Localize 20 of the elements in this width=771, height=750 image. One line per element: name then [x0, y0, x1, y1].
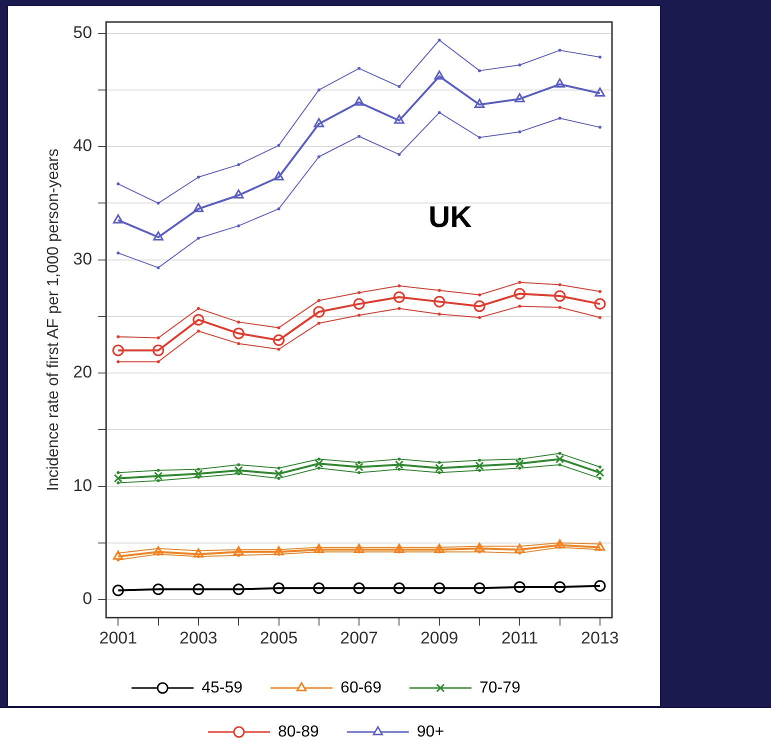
- x-tick-label: 2005: [260, 628, 298, 648]
- legend-label: 60-69: [340, 679, 382, 696]
- x-tick-label: 2013: [581, 628, 619, 648]
- y-tick-label: 10: [73, 476, 92, 495]
- x-tick-label: 2003: [180, 628, 218, 648]
- legend-label: 45-59: [202, 679, 243, 696]
- x-tick-label: 2009: [420, 628, 458, 648]
- x-tick-label: 2007: [340, 628, 378, 648]
- y-tick-label: 20: [73, 362, 92, 382]
- x-tick-label: 2001: [99, 628, 138, 648]
- legend-label: 70-79: [479, 679, 520, 696]
- y-tick-label: 30: [73, 249, 92, 268]
- annotation: UK: [428, 200, 472, 234]
- legend-label: 90+: [416, 723, 444, 740]
- y-tick-label: 0: [82, 589, 92, 608]
- y-tick-label: 40: [73, 136, 92, 156]
- legend-label: 80-89: [278, 723, 319, 740]
- x-tick-label: 2011: [501, 628, 538, 648]
- y-tick-label: 50: [73, 23, 92, 42]
- y-axis-title: Incidence rate of first AF per 1,000 person-years: [45, 148, 62, 492]
